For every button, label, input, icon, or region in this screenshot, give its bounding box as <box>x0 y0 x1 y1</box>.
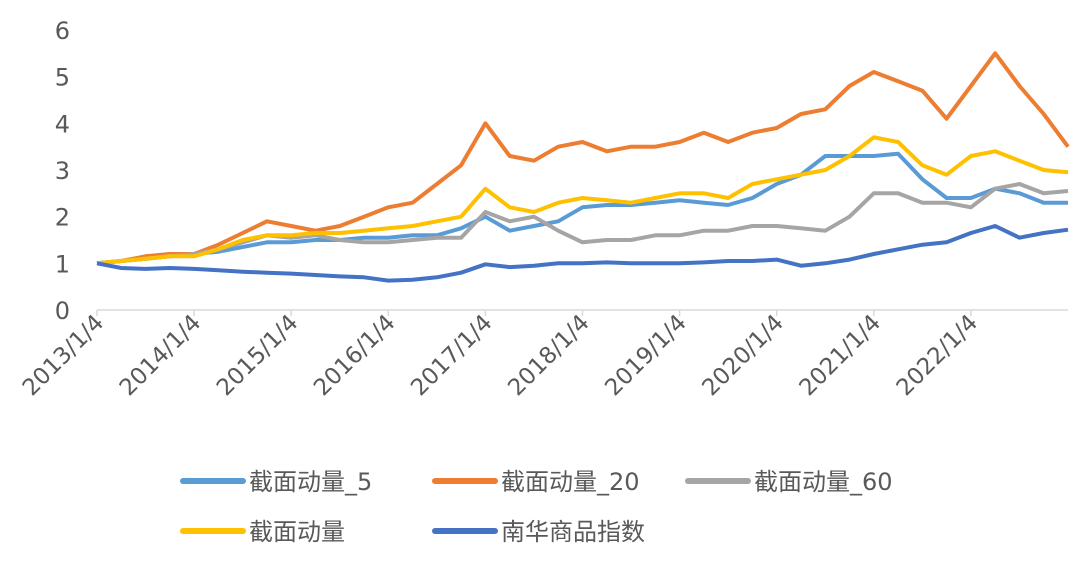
legend-label: 南华商品指数 <box>501 518 645 546</box>
legend-label: 截面动量_60 <box>754 468 893 496</box>
x-tick-label: 2019/1/4 <box>600 310 691 401</box>
x-tick-label: 2018/1/4 <box>503 310 594 401</box>
y-tick-label: 6 <box>55 17 70 45</box>
x-tick-label: 2017/1/4 <box>406 310 497 401</box>
series-line <box>96 51 1070 266</box>
x-tick-label: 2020/1/4 <box>698 310 789 401</box>
x-tick-label: 2022/1/4 <box>892 310 983 401</box>
y-tick-label: 0 <box>55 297 70 325</box>
y-tick-label: 3 <box>55 157 70 185</box>
x-tick-label: 2021/1/4 <box>795 310 886 401</box>
x-tick-label: 2016/1/4 <box>309 310 400 401</box>
series-line <box>96 224 1069 283</box>
series-line <box>96 151 1068 266</box>
series-line <box>96 182 1069 266</box>
legend-label: 截面动量_5 <box>249 468 372 496</box>
series-line <box>96 135 1069 266</box>
y-tick-label: 5 <box>55 64 70 92</box>
legend-label: 截面动量_20 <box>501 468 640 496</box>
x-tick-label: 2015/1/4 <box>212 310 303 401</box>
y-tick-label: 4 <box>55 110 70 138</box>
legend-label: 截面动量 <box>249 518 345 546</box>
x-tick-label: 2014/1/4 <box>115 310 206 401</box>
y-tick-label: 1 <box>55 250 70 278</box>
y-tick-label: 2 <box>55 204 70 232</box>
